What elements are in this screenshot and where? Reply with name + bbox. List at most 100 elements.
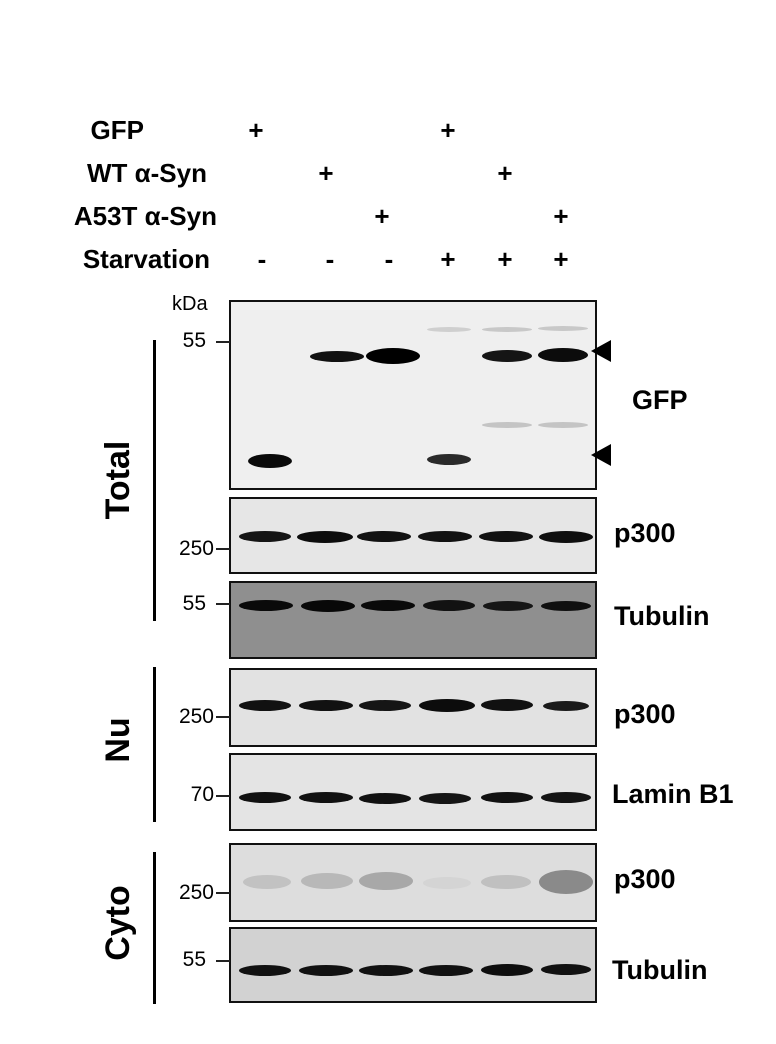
band: [427, 327, 471, 332]
group-label-total: Total: [99, 440, 137, 520]
band: [301, 873, 353, 889]
band: [539, 870, 593, 894]
band: [541, 964, 591, 975]
band: [299, 700, 353, 711]
band: [359, 965, 413, 976]
band: [297, 531, 353, 543]
blot-panel-tubulin-total: [229, 581, 597, 659]
condition-label-a53t-asyn: A53T α-Syn: [73, 201, 217, 231]
band: [299, 792, 353, 803]
protein-label-p300-total: p300: [614, 518, 676, 548]
condition-sign: +: [440, 244, 456, 274]
band: [538, 348, 588, 362]
band: [482, 327, 532, 332]
mw-tick: [216, 716, 230, 718]
mw-tick: [216, 603, 230, 605]
mw-marker: 250: [178, 537, 214, 560]
mw-marker: 55: [182, 329, 206, 352]
condition-sign: +: [553, 201, 569, 231]
group-label-nu: Nu: [99, 717, 137, 763]
band: [483, 601, 533, 611]
condition-sign: +: [553, 244, 569, 274]
condition-sign: +: [318, 158, 334, 188]
condition-sign: -: [257, 244, 267, 274]
band: [423, 877, 471, 889]
band: [359, 700, 411, 711]
mw-tick: [216, 960, 230, 962]
mw-tick: [216, 548, 230, 550]
band: [359, 872, 413, 890]
band: [419, 699, 475, 712]
mw-marker: 55: [182, 592, 206, 615]
mw-marker: 250: [178, 881, 214, 904]
blot-panel-p300-total: [229, 497, 597, 574]
mw-marker: 55: [182, 948, 206, 971]
band: [361, 600, 415, 611]
band: [541, 601, 591, 611]
band: [479, 531, 533, 542]
blot-panel-gfp-total: [229, 300, 597, 490]
band: [482, 350, 532, 362]
mw-tick: [216, 795, 230, 797]
condition-sign: -: [325, 244, 335, 274]
band: [239, 700, 291, 711]
band: [539, 531, 593, 543]
condition-label-gfp: GFP: [90, 115, 144, 145]
band: [299, 965, 353, 976]
band: [359, 793, 411, 804]
band: [239, 600, 293, 611]
group-bracket-cyto: [153, 852, 156, 1004]
mw-tick: [216, 341, 230, 343]
band: [243, 875, 291, 889]
band: [543, 701, 589, 711]
condition-sign: +: [497, 158, 513, 188]
band: [481, 699, 533, 711]
band: [423, 600, 475, 611]
protein-label-laminb1-nu: Lamin B1: [612, 779, 734, 809]
protein-label-tubulin-cyto: Tubulin: [612, 955, 708, 985]
band: [482, 422, 532, 428]
group-bracket-total: [153, 340, 156, 621]
mw-tick: [216, 892, 230, 894]
band: [239, 531, 291, 542]
kda-label: kDa: [172, 293, 208, 315]
condition-sign: +: [248, 115, 264, 145]
band: [301, 600, 355, 612]
band: [541, 792, 591, 803]
band: [481, 792, 533, 803]
mw-marker: 250: [178, 705, 214, 728]
blot-panel-p300-nu: [229, 668, 597, 747]
protein-label-gfp: GFP: [632, 385, 688, 415]
band: [419, 965, 473, 976]
band-arrow-icon: [591, 340, 611, 362]
group-label-cyto: Cyto: [99, 885, 137, 961]
band: [538, 326, 588, 331]
protein-label-p300-cyto: p300: [614, 864, 676, 894]
band: [481, 964, 533, 976]
band-arrow-icon: [591, 444, 611, 466]
condition-label-wt-asyn: WT α-Syn: [87, 158, 207, 188]
band: [366, 348, 420, 364]
blot-panel-p300-cyto: [229, 843, 597, 922]
condition-sign: +: [497, 244, 513, 274]
protein-label-p300-nu: p300: [614, 699, 676, 729]
band: [418, 531, 472, 542]
protein-label-tubulin-total: Tubulin: [614, 601, 710, 631]
band: [419, 793, 471, 804]
blot-panel-laminb1-nu: [229, 753, 597, 831]
blot-panel-tubulin-cyto: [229, 927, 597, 1003]
condition-sign: +: [374, 201, 390, 231]
band: [357, 531, 411, 542]
band: [239, 965, 291, 976]
mw-marker: 70: [190, 783, 214, 806]
band: [427, 454, 471, 465]
band: [538, 422, 588, 428]
band: [248, 454, 292, 468]
band: [310, 351, 364, 362]
band: [239, 792, 291, 803]
condition-label-starvation: Starvation: [82, 244, 210, 274]
condition-sign: +: [440, 115, 456, 145]
condition-sign: -: [384, 244, 394, 274]
group-bracket-nu: [153, 667, 156, 822]
band: [481, 875, 531, 889]
